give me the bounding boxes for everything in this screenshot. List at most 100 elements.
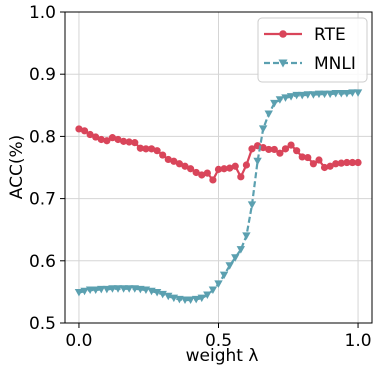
- rte-series: [75, 125, 362, 184]
- mnli-point: [314, 90, 324, 99]
- y-tick-label: 0.7: [29, 190, 56, 210]
- mnli-point: [91, 286, 100, 295]
- rte-point: [276, 149, 284, 157]
- mnli-point: [253, 157, 262, 166]
- rte-point: [226, 164, 234, 172]
- rte-point: [304, 153, 312, 162]
- y-tick-label: 0.8: [29, 127, 56, 147]
- mnli-point: [231, 254, 240, 262]
- mnli-point: [353, 89, 363, 97]
- rte-point: [332, 160, 340, 168]
- mnli-point: [124, 285, 134, 293]
- y-axis-label: ACC(%): [7, 135, 27, 200]
- mnli-point: [264, 110, 273, 119]
- rte-point: [147, 145, 156, 153]
- rte-point: [337, 159, 345, 167]
- rte-point: [248, 145, 256, 153]
- mnli-point: [219, 271, 229, 280]
- mnli-point: [214, 280, 223, 288]
- mnli-point: [247, 201, 257, 209]
- mnli-point: [113, 285, 123, 293]
- mnli-point: [236, 246, 246, 254]
- rte-point: [309, 160, 317, 168]
- rte-point: [164, 155, 172, 164]
- mnli-point: [270, 99, 279, 108]
- rte-point: [220, 165, 228, 173]
- rte-point: [136, 144, 144, 152]
- mnli-point: [85, 286, 95, 295]
- legend-mnli-label: MNLI: [314, 54, 356, 74]
- rte-point: [293, 147, 301, 155]
- mnli-point: [337, 89, 346, 98]
- rte-point: [326, 162, 334, 170]
- rte-point: [320, 163, 329, 172]
- rte-point: [287, 141, 295, 149]
- rte-point: [259, 143, 267, 152]
- mnli-point: [320, 90, 329, 99]
- mnli-point: [191, 295, 201, 304]
- x-tick-label: 0.0: [65, 331, 92, 351]
- mnli-point: [74, 289, 84, 297]
- mnli-point: [97, 285, 106, 294]
- mnli-point: [281, 94, 290, 102]
- mnli-point: [108, 285, 117, 293]
- rte-point: [298, 153, 306, 161]
- x-tick-label: 1.0: [345, 331, 372, 351]
- mnli-point: [325, 90, 335, 99]
- rte-point: [203, 169, 211, 177]
- x-axis-ticks: 0.0 0.5 1.0: [65, 323, 372, 351]
- mnli-point: [180, 296, 190, 304]
- y-axis-ticks: 0.5 0.6 0.7 0.8 0.9 1.0: [29, 3, 65, 334]
- rte-point: [198, 171, 206, 179]
- rte-point: [86, 130, 94, 139]
- rte-point: [97, 135, 105, 144]
- y-tick-label: 0.6: [29, 252, 56, 272]
- legend-mnli-marker: [278, 59, 288, 68]
- rte-point: [214, 165, 223, 173]
- rte-point: [192, 168, 200, 177]
- x-axis-label: weight λ: [186, 346, 259, 366]
- mnli-point: [197, 294, 206, 303]
- mnli-point: [342, 89, 352, 98]
- mnli-point: [292, 91, 301, 100]
- series-layer: [74, 89, 363, 304]
- mnli-point: [286, 93, 296, 101]
- rte-point: [170, 157, 178, 165]
- legend-rte-label: RTE: [314, 25, 346, 45]
- rte-point: [108, 134, 117, 142]
- rte-point: [242, 161, 251, 169]
- mnli-point: [303, 91, 313, 99]
- rte-point: [159, 151, 167, 159]
- rte-point: [125, 138, 133, 146]
- mnli-point: [203, 291, 212, 300]
- mnli-point: [186, 296, 195, 304]
- rte-point: [315, 156, 323, 164]
- rte-point: [348, 158, 357, 167]
- mnli-point: [225, 262, 234, 270]
- mnli-series: [74, 89, 363, 304]
- mnli-point: [242, 232, 251, 240]
- mnli-point: [102, 285, 112, 294]
- rte-point: [142, 145, 150, 153]
- mnli-point: [309, 91, 318, 99]
- y-tick-label: 1.0: [29, 3, 56, 23]
- rte-point: [181, 162, 189, 170]
- rte-point: [80, 127, 89, 135]
- mnli-point: [275, 96, 285, 104]
- x-tick-label: 0.5: [205, 331, 232, 351]
- mnli-point: [258, 125, 268, 133]
- y-tick-label: 0.5: [29, 314, 56, 334]
- mnli-point: [331, 89, 340, 98]
- rte-point: [231, 162, 239, 170]
- rte-point: [103, 137, 111, 145]
- mnli-point: [208, 286, 218, 295]
- rte-point: [343, 158, 351, 167]
- rte-point: [281, 145, 290, 153]
- mnli-point: [119, 285, 128, 293]
- rte-point: [209, 176, 217, 184]
- rte-point: [270, 145, 278, 154]
- rte-point: [120, 137, 128, 145]
- rte-point: [186, 165, 195, 173]
